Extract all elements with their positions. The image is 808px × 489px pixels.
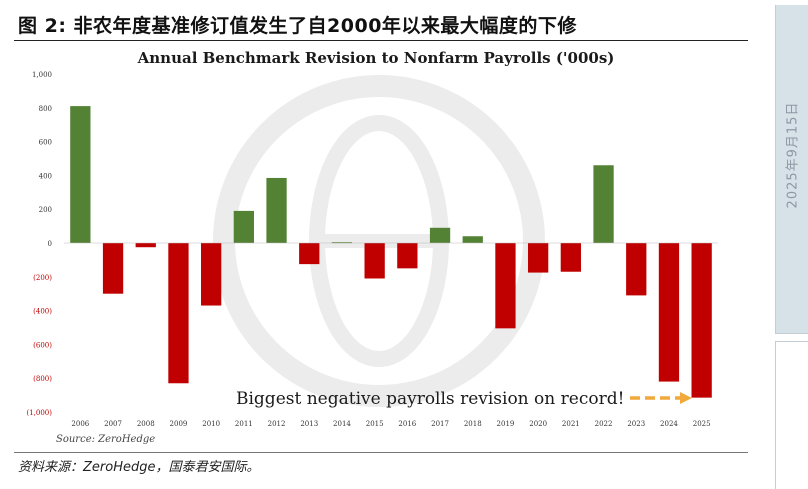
x-tick-label: 2025 xyxy=(693,420,711,428)
x-tick-label: 2018 xyxy=(464,420,482,428)
bar-2013 xyxy=(299,243,320,265)
x-tick-label: 2010 xyxy=(202,420,220,428)
x-tick-label: 2009 xyxy=(170,420,188,428)
x-tick-label: 2024 xyxy=(660,420,678,428)
bar-2010 xyxy=(201,243,222,306)
chart-container: Annual Benchmark Revision to Nonfarm Pay… xyxy=(14,41,748,451)
source-rule xyxy=(14,452,748,453)
bar-2015 xyxy=(364,243,385,279)
caption-rule xyxy=(14,40,748,41)
bar-2007 xyxy=(102,243,124,294)
arrow-head xyxy=(680,392,692,404)
x-tick-label: 2012 xyxy=(268,420,286,428)
x-tick-label: 2008 xyxy=(137,420,155,428)
y-tick-label: (400) xyxy=(33,308,52,316)
x-tick-label: 2016 xyxy=(398,420,416,428)
chart: Annual Benchmark Revision to Nonfarm Pay… xyxy=(26,49,718,445)
x-axis: 2006 2007 2008 2009 2010 2011 2012 2013 2014 2015… xyxy=(64,242,718,428)
x-tick-label: 2017 xyxy=(431,420,449,428)
bar-2022 xyxy=(593,165,614,243)
y-tick-label: 0 xyxy=(48,240,52,248)
x-tick-label: 2021 xyxy=(562,420,580,428)
bar-series xyxy=(70,106,712,398)
bar-2024 xyxy=(658,243,680,382)
y-tick-label: (600) xyxy=(33,341,52,349)
y-tick-label: (800) xyxy=(33,375,52,383)
y-axis: 1,000 800 600 400 200 0 (200) (400) (600) (800) (1… xyxy=(26,71,52,417)
x-tick-label: 2011 xyxy=(235,420,253,428)
bar-2021 xyxy=(560,243,581,272)
x-tick-label: 2007 xyxy=(104,420,122,428)
bar-2006 xyxy=(70,106,91,243)
y-tick-label: (1,000) xyxy=(26,409,52,417)
x-tick-label: 2023 xyxy=(627,420,645,428)
y-tick-label: 200 xyxy=(39,206,52,214)
bar-2023 xyxy=(626,243,647,296)
figure-caption: 图 2: 非农年度基准修订值发生了自2000年以来最大幅度的下修 xyxy=(18,15,577,37)
y-tick-label: (200) xyxy=(33,274,52,282)
bar-2012 xyxy=(266,177,287,243)
bar-2017 xyxy=(429,227,451,243)
bar-2011 xyxy=(233,210,254,243)
bar-2025 xyxy=(691,243,712,398)
y-tick-label: 800 xyxy=(39,105,52,113)
side-panel-date xyxy=(775,5,808,334)
y-tick-label: 1,000 xyxy=(32,71,52,79)
bar-2014 xyxy=(331,242,353,244)
annotation-arrow xyxy=(630,392,692,404)
y-tick-label: 600 xyxy=(39,139,52,147)
bar-2020 xyxy=(528,243,549,273)
chart-title: Annual Benchmark Revision to Nonfarm Pay… xyxy=(137,49,615,67)
x-tick-label: 2022 xyxy=(595,420,613,428)
x-tick-label: 2020 xyxy=(529,420,547,428)
side-date-label: 2025年9月15日 xyxy=(785,101,801,209)
bar-2016 xyxy=(397,243,418,269)
bar-2008 xyxy=(135,243,156,248)
bar-2009 xyxy=(168,243,189,384)
chart-annotation: Biggest negative payrolls revision on re… xyxy=(236,389,624,409)
x-tick-label: 2006 xyxy=(71,420,89,428)
x-tick-label: 2013 xyxy=(300,420,318,428)
bar-2018 xyxy=(462,236,483,243)
x-tick-label: 2014 xyxy=(333,420,351,428)
bar-2019 xyxy=(495,243,516,329)
y-tick-label: 400 xyxy=(39,172,52,180)
chart-source-note: Source: ZeroHedge xyxy=(56,434,155,445)
x-tick-label: 2019 xyxy=(497,420,515,428)
x-tick-label: 2015 xyxy=(366,420,384,428)
source-caption: 资料来源：ZeroHedge，国泰君安国际。 xyxy=(18,460,260,475)
side-panel-blank xyxy=(775,341,808,489)
watermark-ring xyxy=(213,75,545,407)
